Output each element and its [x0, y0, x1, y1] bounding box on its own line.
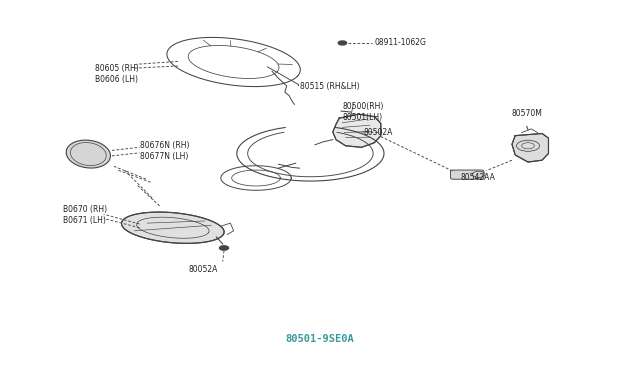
Text: 80542AA: 80542AA — [461, 173, 495, 182]
Polygon shape — [333, 114, 381, 147]
Text: 80676N (RH)
80677N (LH): 80676N (RH) 80677N (LH) — [140, 141, 189, 161]
Text: 08911-1062G: 08911-1062G — [374, 38, 426, 47]
FancyBboxPatch shape — [451, 170, 484, 179]
Ellipse shape — [66, 140, 111, 168]
Text: 80570M: 80570M — [512, 109, 543, 118]
Text: 80605 (RH)
B0606 (LH): 80605 (RH) B0606 (LH) — [95, 64, 138, 84]
Circle shape — [220, 246, 228, 250]
Circle shape — [339, 41, 347, 45]
Text: B0670 (RH)
B0671 (LH): B0670 (RH) B0671 (LH) — [63, 205, 107, 225]
Text: 80052A: 80052A — [189, 265, 218, 274]
Polygon shape — [512, 134, 548, 162]
Text: 80501-9SE0A: 80501-9SE0A — [285, 334, 355, 344]
Text: 80502A: 80502A — [364, 128, 393, 137]
Polygon shape — [122, 212, 224, 243]
Text: 80500(RH)
80501(LH): 80500(RH) 80501(LH) — [342, 102, 384, 122]
Text: 80515 (RH&LH): 80515 (RH&LH) — [300, 82, 359, 91]
